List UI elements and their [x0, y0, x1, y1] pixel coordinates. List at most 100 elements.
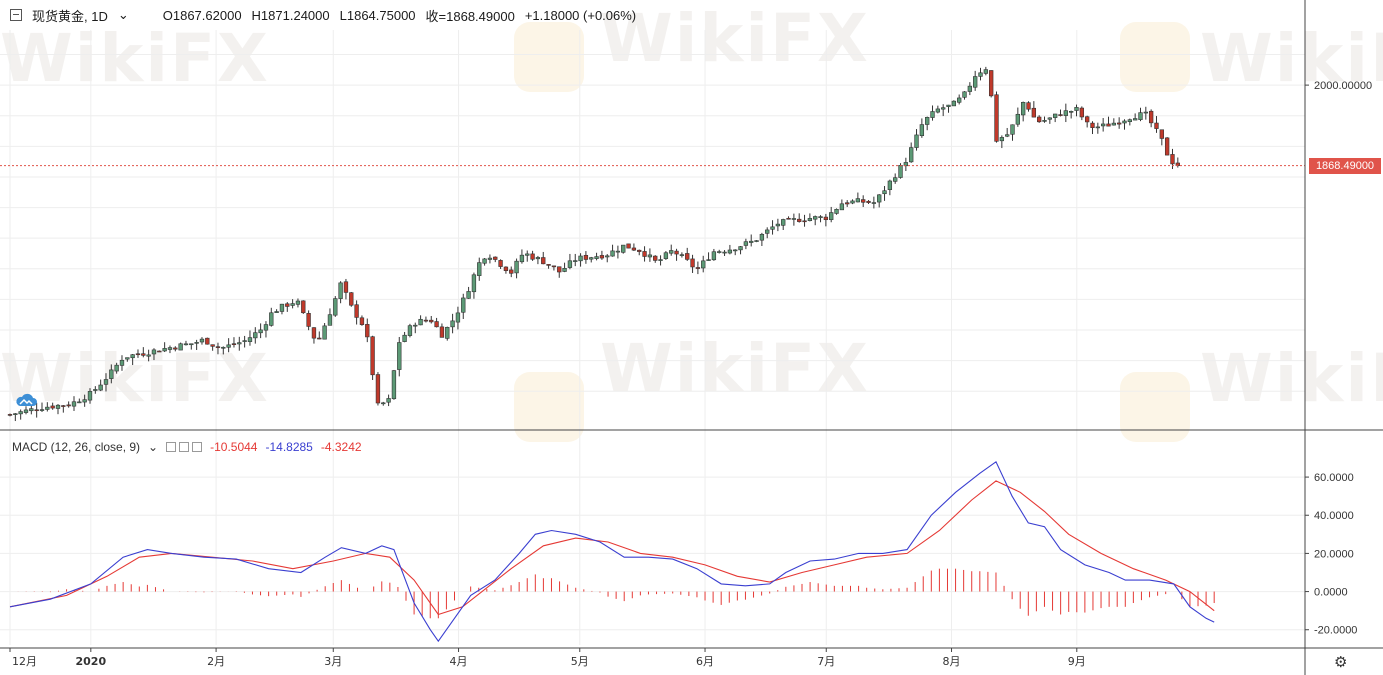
- candle-body[interactable]: [834, 208, 839, 214]
- candle-body[interactable]: [973, 76, 978, 88]
- candle-body[interactable]: [439, 326, 445, 338]
- candle-body[interactable]: [205, 337, 210, 345]
- candle-body[interactable]: [381, 402, 386, 405]
- close-icon[interactable]: [192, 442, 203, 452]
- candle-body[interactable]: [802, 220, 807, 223]
- candle-body[interactable]: [130, 354, 135, 359]
- candle-body[interactable]: [845, 202, 850, 205]
- candle-body[interactable]: [717, 251, 722, 253]
- candle-body[interactable]: [519, 254, 525, 263]
- candle-body[interactable]: [1095, 126, 1100, 129]
- candle-body[interactable]: [285, 303, 290, 307]
- candle-body[interactable]: [770, 226, 775, 230]
- candle-body[interactable]: [722, 251, 727, 254]
- candle-body[interactable]: [237, 342, 242, 345]
- candle-body[interactable]: [1106, 123, 1111, 127]
- candle-body[interactable]: [269, 312, 274, 326]
- candle-body[interactable]: [263, 324, 269, 331]
- candle-body[interactable]: [621, 244, 626, 253]
- candle-body[interactable]: [221, 346, 226, 349]
- candle-body[interactable]: [658, 259, 663, 261]
- candle-body[interactable]: [135, 353, 141, 356]
- candle-body[interactable]: [1116, 122, 1122, 125]
- candle-body[interactable]: [685, 253, 690, 260]
- candle-body[interactable]: [1074, 107, 1079, 111]
- candle-body[interactable]: [247, 337, 253, 342]
- price-panel[interactable]: [0, 66, 1305, 422]
- candle-body[interactable]: [39, 409, 45, 411]
- candle-body[interactable]: [1042, 120, 1047, 122]
- candle-body[interactable]: [962, 91, 967, 98]
- candle-body[interactable]: [839, 203, 845, 211]
- gear-icon[interactable]: [179, 442, 190, 452]
- candle-body[interactable]: [679, 254, 685, 256]
- candle-body[interactable]: [1111, 122, 1116, 126]
- candle-body[interactable]: [407, 325, 413, 336]
- candle-body[interactable]: [274, 311, 279, 313]
- candle-body[interactable]: [93, 389, 98, 391]
- candle-body[interactable]: [333, 298, 338, 316]
- candle-body[interactable]: [119, 359, 125, 366]
- candle-body[interactable]: [935, 108, 941, 113]
- candle-body[interactable]: [279, 303, 285, 312]
- candle-body[interactable]: [18, 411, 23, 415]
- candle-body[interactable]: [791, 218, 797, 220]
- candle-body[interactable]: [631, 247, 637, 251]
- chevron-down-icon[interactable]: ⌄: [148, 440, 159, 454]
- candle-body[interactable]: [487, 257, 493, 260]
- candle-body[interactable]: [551, 265, 557, 268]
- candle-body[interactable]: [1058, 114, 1063, 116]
- candle-body[interactable]: [967, 85, 973, 92]
- candle-body[interactable]: [402, 334, 407, 342]
- candle-body[interactable]: [647, 254, 653, 258]
- candle-body[interactable]: [1159, 129, 1164, 139]
- candle-body[interactable]: [541, 257, 546, 265]
- candle-body[interactable]: [829, 212, 834, 220]
- candle-body[interactable]: [701, 260, 706, 269]
- candle-body[interactable]: [466, 291, 471, 299]
- candle-body[interactable]: [354, 304, 359, 318]
- candle-body[interactable]: [455, 312, 461, 323]
- candle-body[interactable]: [525, 253, 530, 256]
- candle-body[interactable]: [797, 218, 802, 222]
- candle-body[interactable]: [775, 223, 781, 227]
- chevron-down-icon[interactable]: ⌄: [117, 7, 129, 22]
- candle-body[interactable]: [642, 251, 647, 257]
- candle-body[interactable]: [1138, 112, 1143, 120]
- candle-body[interactable]: [711, 251, 717, 261]
- candle-body[interactable]: [599, 255, 605, 259]
- candle-body[interactable]: [727, 249, 733, 254]
- candle-body[interactable]: [375, 374, 381, 404]
- candle-body[interactable]: [151, 349, 157, 355]
- candle-body[interactable]: [1015, 113, 1021, 125]
- candle-body[interactable]: [189, 343, 194, 346]
- candle-body[interactable]: [610, 250, 615, 257]
- candle-body[interactable]: [1063, 110, 1068, 116]
- candle-body[interactable]: [626, 243, 631, 249]
- candle-body[interactable]: [7, 414, 13, 416]
- candle-body[interactable]: [1122, 120, 1127, 124]
- candle-body[interactable]: [423, 319, 429, 322]
- candle-body[interactable]: [173, 347, 178, 350]
- candle-body[interactable]: [759, 233, 765, 241]
- candle-body[interactable]: [1170, 154, 1175, 165]
- candle-body[interactable]: [317, 337, 322, 340]
- candle-body[interactable]: [605, 255, 610, 258]
- candle-body[interactable]: [391, 370, 397, 400]
- candle-body[interactable]: [807, 218, 813, 222]
- candle-body[interactable]: [306, 313, 311, 327]
- candle-body[interactable]: [578, 255, 583, 262]
- candle-body[interactable]: [1090, 122, 1095, 128]
- candle-body[interactable]: [322, 325, 327, 340]
- candle-body[interactable]: [855, 198, 861, 203]
- candle-body[interactable]: [162, 348, 167, 352]
- candle-body[interactable]: [445, 326, 450, 339]
- candle-body[interactable]: [418, 318, 423, 326]
- candle-body[interactable]: [194, 342, 199, 344]
- candle-body[interactable]: [1021, 102, 1026, 116]
- candle-body[interactable]: [999, 137, 1005, 142]
- candle-body[interactable]: [226, 344, 231, 348]
- candle-body[interactable]: [823, 216, 829, 221]
- candle-body[interactable]: [215, 346, 221, 348]
- candle-body[interactable]: [349, 292, 354, 306]
